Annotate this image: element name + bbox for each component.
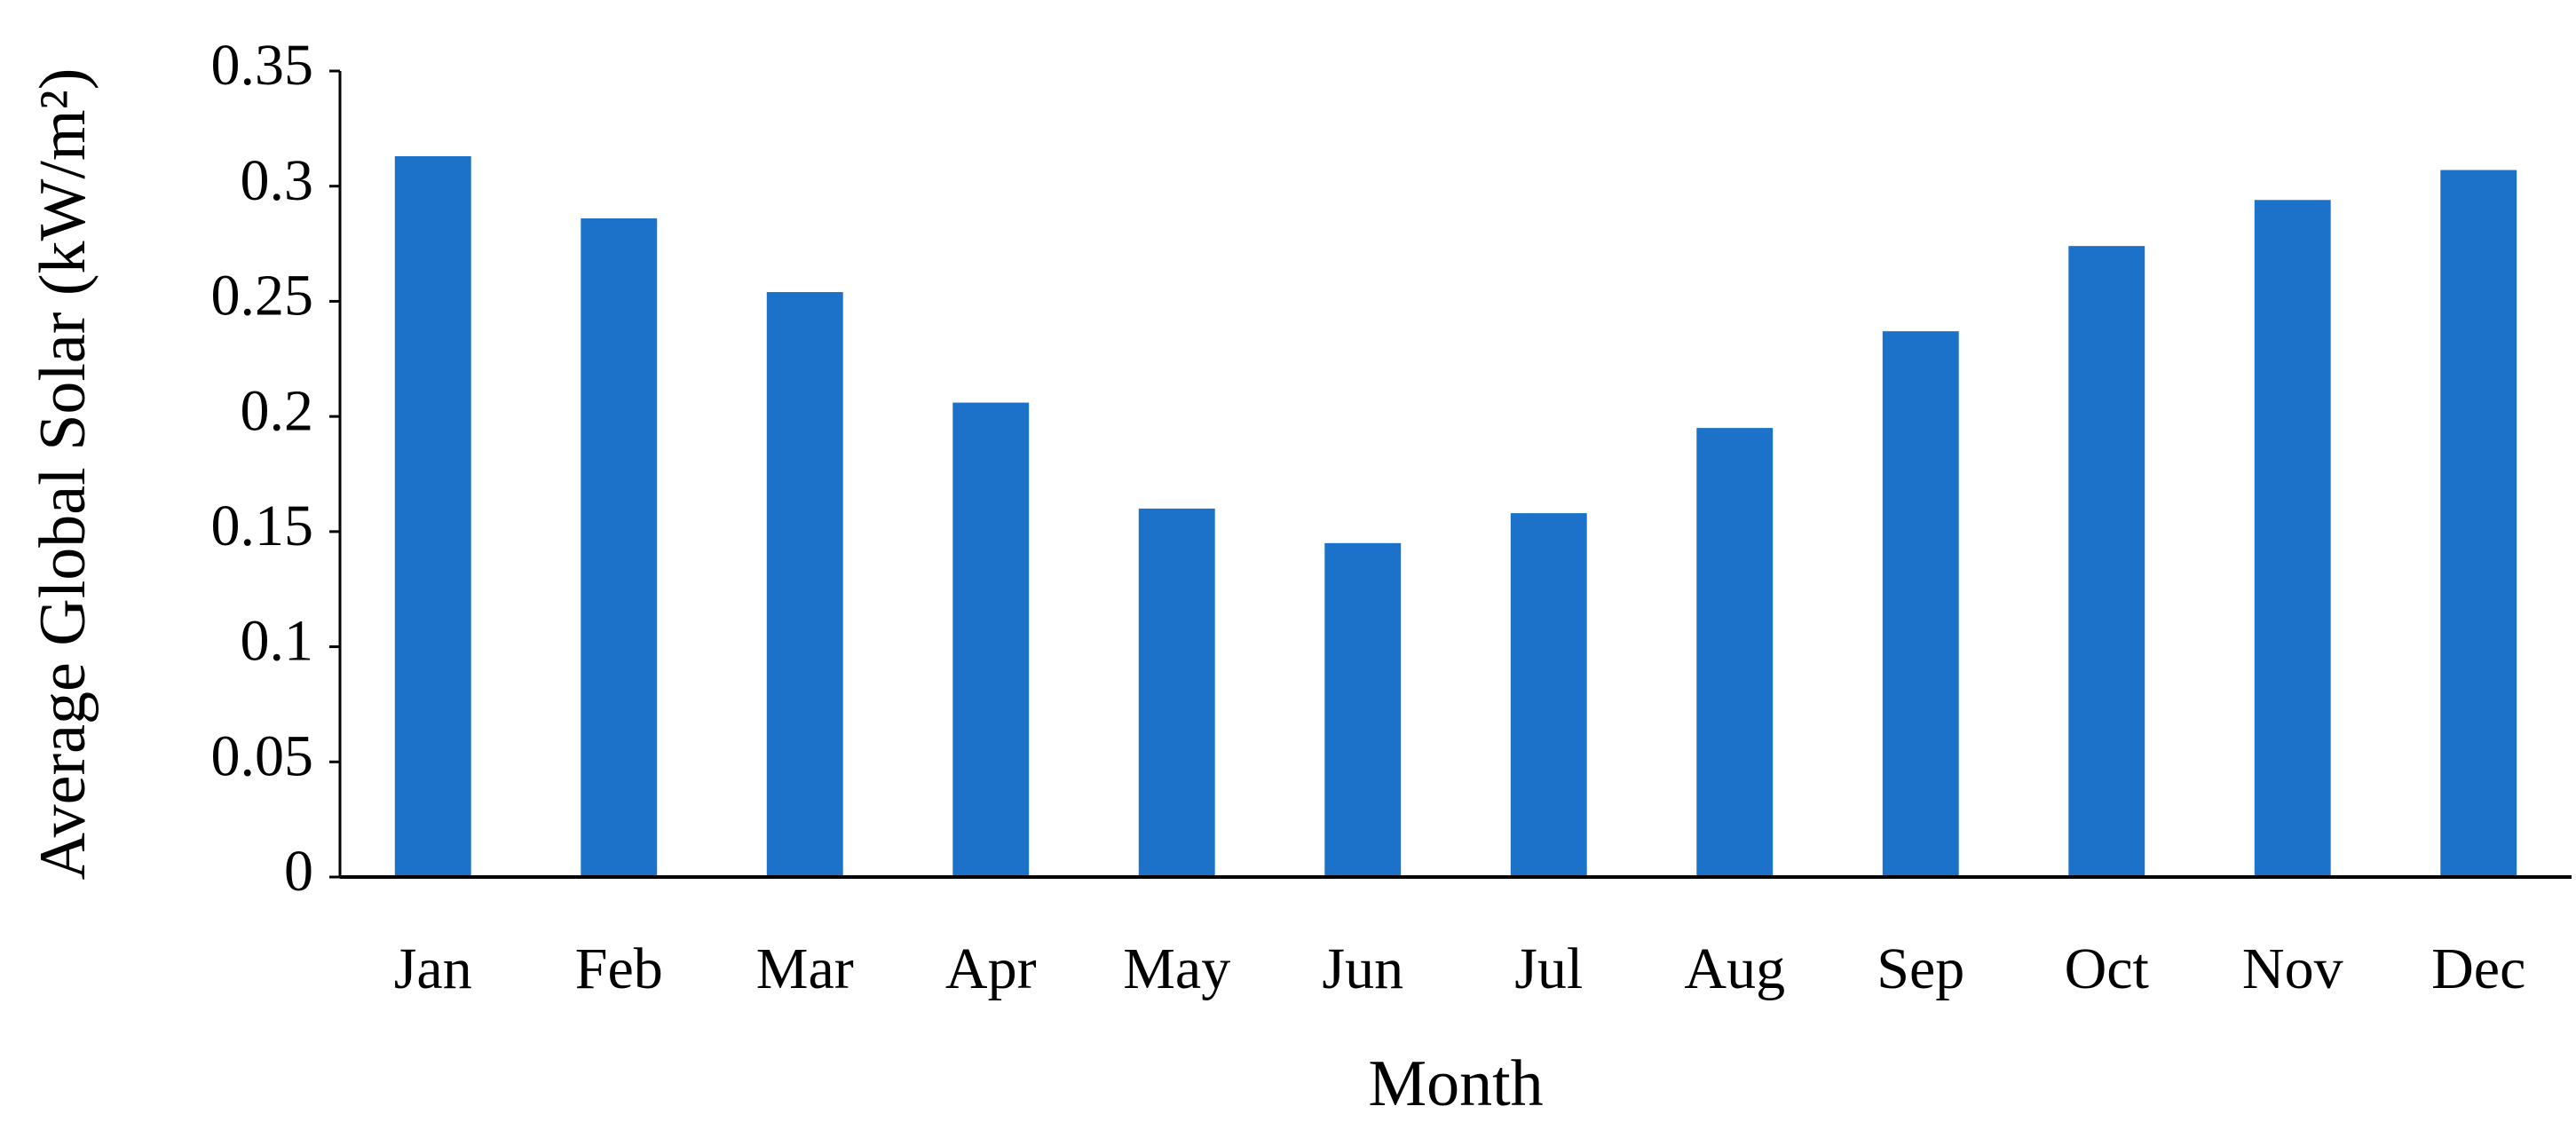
bar [2440,170,2517,877]
y-tick-label: 0.3 [241,148,314,213]
x-tick-label: Mar [756,936,854,1001]
bar [2254,200,2331,877]
bar [1696,428,1774,877]
bar [2068,246,2145,877]
x-axis-title: Month [1368,1047,1543,1120]
y-tick-label: 0.1 [241,609,314,674]
x-tick-label: Nov [2242,936,2343,1001]
bar [1882,331,1959,877]
bar [1138,508,1215,877]
y-tick-label: 0 [284,839,313,904]
x-tick-label: Jun [1322,936,1403,1001]
y-axis-title: Average Global Solar (kW/m²) [27,68,99,881]
bar [1510,513,1587,877]
x-tick-label: Jul [1514,936,1583,1001]
y-tick-label: 0.2 [241,378,314,443]
x-tick-label: May [1123,936,1230,1001]
x-tick-label: Dec [2431,936,2525,1001]
x-tick-label: Aug [1684,936,1785,1001]
x-tick-label: Jan [394,936,472,1001]
bar [1324,542,1402,877]
bar [394,155,471,877]
bar [952,402,1030,877]
y-tick-label: 0.15 [211,494,314,558]
y-tick-label: 0.35 [211,33,314,98]
y-tick-label: 0.25 [211,264,314,328]
x-tick-label: Apr [945,936,1037,1001]
bar [581,218,658,877]
x-tick-label: Feb [575,936,663,1001]
x-tick-label: Sep [1877,936,1964,1001]
x-tick-label: Oct [2065,936,2149,1001]
bar [766,292,843,878]
y-tick-label: 0.05 [211,723,314,788]
